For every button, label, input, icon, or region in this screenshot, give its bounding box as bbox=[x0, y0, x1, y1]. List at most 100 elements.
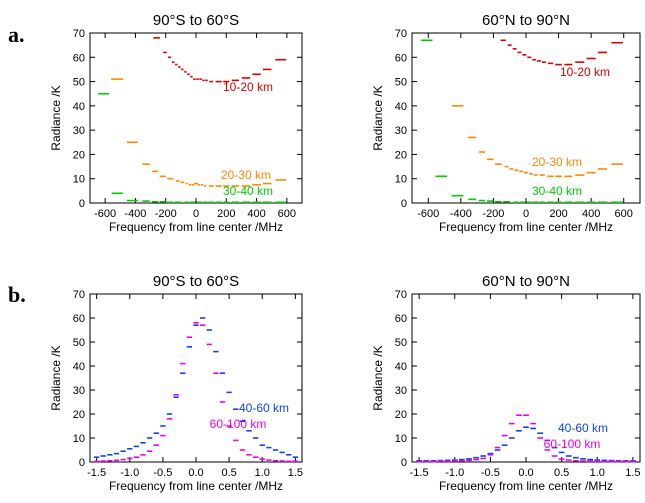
y-tick-label: 40 bbox=[73, 361, 85, 373]
y-axis-label: Radiance /K bbox=[49, 85, 63, 150]
y-tick-label: 30 bbox=[395, 385, 407, 397]
x-axis-label: Frequency from line center /MHz bbox=[439, 479, 613, 493]
series-label: 40-60 km bbox=[239, 401, 289, 415]
series-label: 30-40 km bbox=[532, 184, 582, 198]
y-tick-label: 0 bbox=[79, 198, 85, 210]
y-tick-label: 20 bbox=[73, 409, 85, 421]
series-20-30 km: 20-30 km bbox=[111, 78, 287, 187]
plot-frame bbox=[89, 293, 303, 463]
y-tick-label: 0 bbox=[79, 457, 85, 469]
x-axis-label: Frequency from line center /MHz bbox=[109, 220, 283, 234]
y-tick-label: 20 bbox=[73, 149, 85, 161]
y-tick-label: 70 bbox=[395, 28, 407, 40]
plot-frame bbox=[411, 32, 641, 204]
chart-title: 60°N to 90°N bbox=[482, 273, 570, 290]
y-axis-label: Radiance /K bbox=[371, 345, 385, 410]
series-label: 20-30 km bbox=[221, 168, 271, 182]
y-tick-label: 60 bbox=[395, 52, 407, 64]
series-10-20 km: 10-20 km bbox=[153, 37, 287, 94]
series-10-20 km: 10-20 km bbox=[500, 39, 624, 79]
y-tick-label: 20 bbox=[395, 149, 407, 161]
series-40-60 km: 40-60 km bbox=[93, 317, 299, 459]
x-tick-label: 0.0 bbox=[518, 467, 533, 479]
series-60-100 km: 60-100 km bbox=[93, 321, 299, 463]
x-tick-label: -400 bbox=[124, 208, 146, 220]
x-tick-label: 200 bbox=[217, 208, 235, 220]
x-tick-label: 0.5 bbox=[221, 467, 236, 479]
series-label: 10-20 km bbox=[223, 80, 273, 94]
series-30-40 km: 30-40 km bbox=[420, 39, 624, 204]
x-tick-label: 0.5 bbox=[554, 467, 569, 479]
x-tick-label: 0 bbox=[193, 208, 199, 220]
y-tick-label: 70 bbox=[73, 289, 85, 301]
panel-label-a: a. bbox=[8, 22, 25, 47]
x-tick-label: -200 bbox=[482, 208, 504, 220]
series-30-40 km: 30-40 km bbox=[98, 92, 287, 204]
x-tick-label: -1.5 bbox=[87, 467, 106, 479]
chart-panel-3: 90°S to 60°S -1.5 -1.0 -0.5 0.0 0.5 1.0 1.5 0 10 2… bbox=[49, 273, 303, 493]
chart-title: 90°S to 60°S bbox=[153, 273, 239, 290]
series-20-30 km: 20-30 km bbox=[451, 105, 624, 178]
x-tick-label: 600 bbox=[278, 208, 296, 220]
x-tick-label: 1.5 bbox=[625, 467, 640, 479]
x-axis-label: Frequency from line center /MHz bbox=[109, 479, 283, 493]
y-tick-label: 30 bbox=[73, 385, 85, 397]
series-label: 20-30 km bbox=[532, 155, 582, 169]
y-tick-label: 10 bbox=[395, 174, 407, 186]
series-label: 30-40 km bbox=[223, 184, 273, 198]
y-tick-label: 30 bbox=[395, 125, 407, 137]
y-tick-label: 50 bbox=[395, 77, 407, 89]
y-axis-label: Radiance /K bbox=[371, 85, 385, 150]
x-tick-label: 400 bbox=[582, 208, 600, 220]
y-tick-label: 70 bbox=[395, 289, 407, 301]
x-tick-label: 600 bbox=[615, 208, 633, 220]
chart-title: 60°N to 90°N bbox=[482, 12, 570, 29]
chart-title: 90°S to 60°S bbox=[153, 12, 239, 29]
series-60-100 km: 60-100 km bbox=[416, 414, 636, 463]
chart-panel-4: 60°N to 90°N -1.5 -1.0 -0.5 0.0 0.5 1.0 1.5 0 10 2… bbox=[371, 273, 641, 493]
y-tick-label: 50 bbox=[73, 337, 85, 349]
y-tick-label: 40 bbox=[73, 101, 85, 113]
series-label: 10-20 km bbox=[560, 65, 610, 79]
series-label: 60-100 km bbox=[210, 417, 267, 431]
panel-label-b: b. bbox=[8, 282, 26, 307]
x-tick-label: -0.5 bbox=[481, 467, 500, 479]
x-tick-label: -600 bbox=[417, 208, 439, 220]
y-tick-label: 0 bbox=[401, 457, 407, 469]
chart-panel-2: 60°N to 90°N -600 -400 -200 0 200 400 600 0 10 20 3… bbox=[371, 12, 641, 234]
y-tick-label: 30 bbox=[73, 125, 85, 137]
x-axis-label: Frequency from line center /MHz bbox=[439, 220, 613, 234]
y-tick-label: 10 bbox=[73, 174, 85, 186]
series-40-60 km: 40-60 km bbox=[416, 421, 636, 462]
y-tick-label: 40 bbox=[395, 101, 407, 113]
x-tick-label: -1.0 bbox=[120, 467, 139, 479]
y-tick-label: 60 bbox=[73, 313, 85, 325]
y-tick-label: 50 bbox=[395, 337, 407, 349]
y-tick-label: 40 bbox=[395, 361, 407, 373]
x-tick-label: -600 bbox=[94, 208, 116, 220]
x-tick-label: -1.5 bbox=[410, 467, 429, 479]
y-axis-label: Radiance /K bbox=[49, 345, 63, 410]
x-tick-label: 1.0 bbox=[590, 467, 605, 479]
x-tick-label: 0 bbox=[523, 208, 529, 220]
y-tick-label: 60 bbox=[395, 313, 407, 325]
y-tick-label: 60 bbox=[73, 52, 85, 64]
plot-frame bbox=[411, 293, 641, 463]
series-label: 60-100 km bbox=[544, 437, 601, 451]
y-tick-label: 10 bbox=[395, 433, 407, 445]
y-tick-label: 10 bbox=[73, 433, 85, 445]
x-tick-label: -400 bbox=[450, 208, 472, 220]
x-tick-label: 1.5 bbox=[288, 467, 303, 479]
chart-panel-1: 90°S to 60°S -600 -400 -200 0 200 400 600 0 10 20 3… bbox=[49, 12, 303, 234]
x-tick-label: -0.5 bbox=[153, 467, 172, 479]
y-tick-label: 20 bbox=[395, 409, 407, 421]
series-label: 40-60 km bbox=[558, 421, 608, 435]
x-tick-label: 0.0 bbox=[188, 467, 203, 479]
y-tick-label: 0 bbox=[401, 198, 407, 210]
x-tick-label: 400 bbox=[247, 208, 265, 220]
y-tick-label: 50 bbox=[73, 77, 85, 89]
x-tick-label: 1.0 bbox=[255, 467, 270, 479]
x-tick-label: 200 bbox=[549, 208, 567, 220]
